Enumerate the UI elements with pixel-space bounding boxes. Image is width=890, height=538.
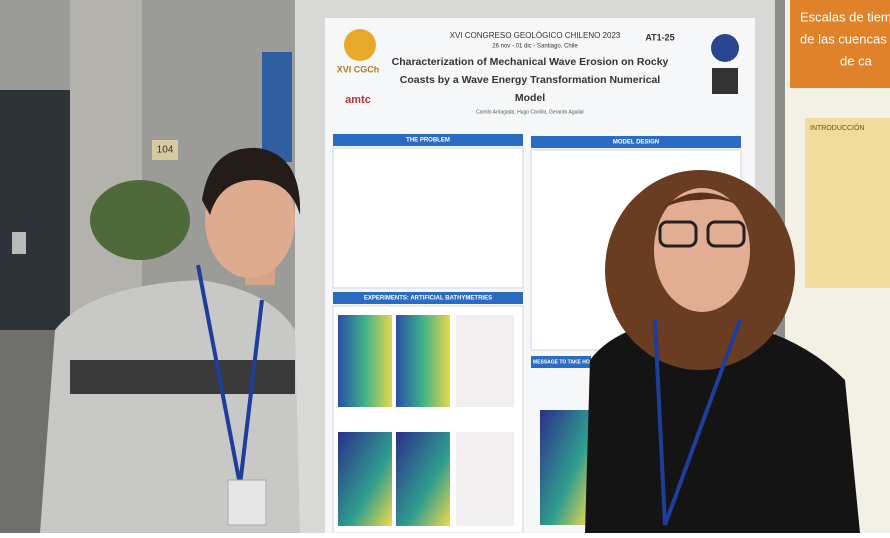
woman-fringe — [655, 192, 752, 215]
badge — [227, 479, 267, 526]
plot — [396, 315, 450, 407]
plant — [90, 180, 190, 260]
sponsor-logo: amtc — [345, 94, 371, 106]
side-header — [790, 0, 890, 88]
section-title: MODEL DESIGN — [613, 140, 659, 146]
lanyard — [653, 319, 742, 526]
qr-code — [712, 68, 738, 94]
section-title: THE PROBLEM — [406, 138, 450, 144]
woman-top — [585, 318, 860, 533]
poster-title: Characterization of Mechanical Wave Eros… — [392, 56, 669, 68]
section-header — [333, 292, 523, 304]
glasses — [658, 220, 698, 248]
congress-name: XVI CONGRESO GEOLÓGICO CHILENO 2023 — [450, 31, 621, 40]
blue-panel — [262, 52, 292, 162]
man-shirt — [40, 280, 300, 533]
door — [0, 90, 70, 330]
room-sign — [152, 140, 178, 160]
university-logo — [711, 34, 739, 62]
section-header — [531, 136, 741, 148]
side-title: Escalas de tiemp — [800, 9, 890, 24]
poster-title: Coasts by a Wave Energy Transformation N… — [400, 74, 661, 86]
plot — [456, 432, 514, 526]
man-face — [205, 162, 295, 278]
congress-logo — [344, 29, 376, 61]
section-header — [333, 134, 523, 146]
plot — [396, 432, 450, 526]
section-title: EXPERIMENTS: ARTIFICIAL BATHYMETRIES — [364, 296, 492, 302]
section-body — [332, 147, 524, 289]
plot — [338, 315, 392, 407]
plot — [456, 315, 514, 407]
side-title: de las cuencas de — [800, 31, 890, 46]
poster-code: AT1-25 — [645, 32, 674, 42]
side-heading: INTRODUCCIÓN — [810, 123, 864, 132]
poster-title: Model — [515, 92, 545, 104]
plot — [540, 410, 590, 525]
woman-face — [654, 188, 750, 312]
section-header — [531, 356, 591, 368]
authors: Camilo Arriagada, Hugo Carrillo, Gerardo… — [476, 109, 584, 115]
shirt-stripe — [70, 360, 295, 394]
section-title: MESSAGE TO TAKE HOME — [533, 359, 598, 365]
room-number: 104 — [157, 145, 174, 156]
side-text-box — [805, 118, 890, 288]
congress-dates: 26 nov - 01 dic - Santiago, Chile — [492, 44, 578, 50]
plot — [338, 432, 392, 526]
man-hair — [202, 147, 301, 215]
side-title: de ca — [840, 53, 873, 68]
column — [70, 0, 142, 330]
door-handle — [12, 232, 26, 254]
glasses — [706, 220, 746, 248]
logo-text: XVI CGCh — [337, 64, 380, 74]
